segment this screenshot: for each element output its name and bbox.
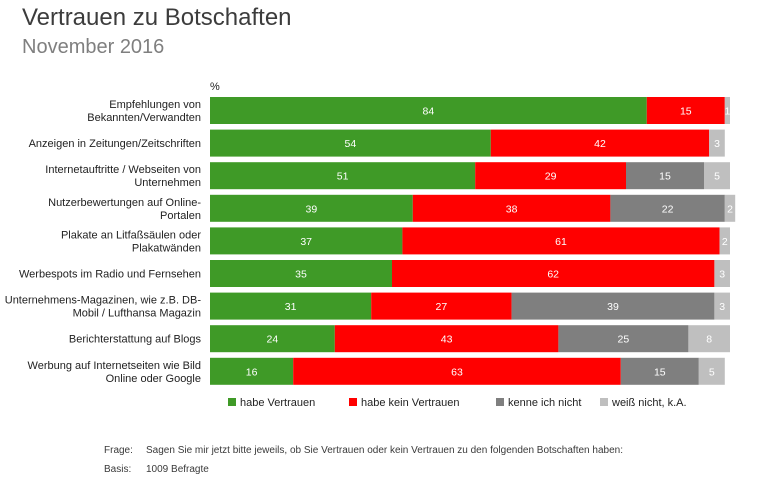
bar-segment	[334, 325, 559, 353]
bar-segment	[210, 292, 372, 320]
data-label: 42	[594, 138, 606, 150]
category-label: Plakate an Litfaßsäulen oder Plakatwänden	[61, 229, 201, 254]
data-label: 2	[722, 236, 728, 248]
bar-segment	[490, 129, 710, 157]
bar-segment	[688, 325, 730, 353]
legend-label: weiß nicht, k.A.	[611, 397, 687, 409]
bar-segment	[698, 357, 725, 385]
bar-segment	[210, 129, 491, 157]
data-label: 8	[706, 334, 712, 346]
bar-segment	[475, 162, 626, 190]
category-label: Berichterstattung auf Blogs	[69, 334, 202, 346]
bar-segment	[210, 194, 413, 222]
data-label: 61	[555, 236, 567, 248]
bar-segment	[210, 260, 392, 287]
legend-label: kenne ich nicht	[508, 397, 581, 409]
bar-segment	[646, 97, 725, 124]
bar-segment	[709, 129, 725, 157]
frage-text: Sagen Sie mir jetzt bitte jeweils, ob Si…	[146, 445, 623, 456]
legend-swatch	[600, 398, 608, 406]
chart-subtitle: November 2016	[22, 36, 165, 58]
data-label: 31	[285, 301, 297, 313]
data-label: 29	[545, 171, 557, 183]
bar-segment	[392, 260, 715, 287]
bar-segment	[724, 194, 736, 222]
bar-segment	[210, 227, 403, 255]
data-label: 54	[345, 138, 357, 150]
data-label: 84	[423, 106, 435, 118]
data-label: 43	[441, 334, 453, 346]
bar-segment	[412, 194, 611, 222]
unit-label: %	[210, 81, 220, 93]
data-label: 38	[506, 203, 518, 215]
bar-segment	[511, 292, 715, 320]
bar-segment	[558, 325, 689, 353]
data-label: 39	[306, 203, 318, 215]
data-label: 15	[680, 106, 692, 118]
bar-segment	[610, 194, 725, 222]
data-label: 35	[295, 269, 307, 281]
data-label: 5	[714, 171, 720, 183]
bar-segment	[210, 325, 335, 353]
bar-segment	[714, 292, 730, 320]
category-label: Werbespots im Radio und Fernsehen	[19, 269, 201, 281]
chart-title: Vertrauen zu Botschaften	[22, 4, 292, 31]
legend-label: habe kein Vertrauen	[361, 397, 459, 409]
bar-segment	[724, 97, 730, 124]
data-label: 16	[246, 366, 258, 378]
bar-segment	[626, 162, 704, 190]
data-label: 25	[618, 334, 630, 346]
category-label: Nutzerbewertungen auf Online-Portalen	[48, 197, 201, 222]
stacked-bar-chart: % Empfehlungen von Bekannten/Verwandten An…	[5, 81, 736, 409]
data-label: 15	[654, 366, 666, 378]
legend-swatch	[349, 398, 357, 406]
data-label: 15	[659, 171, 671, 183]
bar-segment	[210, 162, 476, 190]
bar-segment	[402, 227, 720, 255]
data-label: 24	[267, 334, 279, 346]
data-label: 39	[607, 301, 619, 313]
category-label: Internetauftritte / Webseiten von Unterne…	[45, 164, 201, 189]
bar-segment	[371, 292, 512, 320]
category-label: Werbung auf Internetseiten wie Bild Onlin…	[28, 360, 201, 385]
data-label: 3	[719, 269, 725, 281]
bar-segment	[210, 357, 294, 385]
legend-label: habe Vertrauen	[240, 397, 315, 409]
legend-swatch	[496, 398, 504, 406]
legend-swatch	[228, 398, 236, 406]
data-label: 5	[709, 366, 715, 378]
data-label: 27	[436, 301, 448, 313]
category-label: Empfehlungen von Bekannten/Verwandten	[87, 99, 201, 124]
category-label: Anzeigen in Zeitungen/Zeitschriften	[29, 138, 201, 150]
data-label: 22	[662, 203, 674, 215]
data-label: 51	[337, 171, 349, 183]
bar-segment	[210, 97, 647, 124]
data-label: 3	[719, 301, 725, 313]
bar-segment	[719, 227, 730, 255]
data-label: 3	[714, 138, 720, 150]
data-label: 62	[547, 269, 559, 281]
basis-text: 1009 Befragte	[146, 464, 209, 475]
bar-segment	[704, 162, 730, 190]
bar-segment	[620, 357, 699, 385]
data-label: 37	[300, 236, 312, 248]
data-label: 2	[727, 203, 733, 215]
basis-label: Basis:	[104, 464, 132, 475]
category-label: Unternehmens-Magazinen, wie z.B. DB-Mobi…	[5, 295, 202, 320]
data-label: 1	[724, 106, 730, 118]
bar-segment	[293, 357, 621, 385]
bar-segment	[714, 260, 730, 287]
frage-label: Frage:	[104, 445, 133, 456]
data-label: 63	[451, 366, 463, 378]
